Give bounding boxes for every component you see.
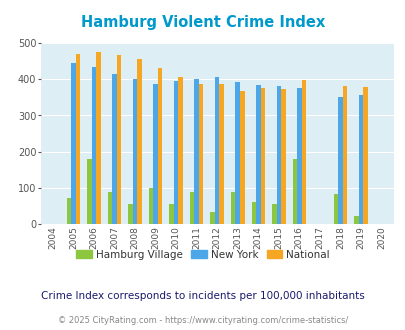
Bar (301, 80, 305, 224)
Bar (178, 77, 183, 224)
Bar (362, 87, 367, 224)
Bar (128, 204, 132, 224)
Bar (214, 77, 219, 224)
Bar (158, 68, 162, 224)
Bar (149, 188, 153, 224)
Bar (219, 84, 224, 224)
Bar (256, 85, 260, 224)
Bar (210, 212, 214, 224)
Bar (296, 87, 301, 224)
Bar (112, 74, 117, 224)
Bar (337, 97, 342, 224)
Bar (169, 204, 173, 224)
Bar (358, 95, 362, 224)
Bar (292, 159, 296, 224)
Bar (87, 159, 92, 224)
Bar (153, 84, 158, 224)
Bar (198, 84, 203, 224)
Bar (71, 63, 75, 224)
Bar (117, 55, 121, 224)
Bar (107, 192, 112, 224)
Legend: Hamburg Village, New York, National: Hamburg Village, New York, National (72, 246, 333, 264)
Bar (260, 88, 264, 224)
Bar (96, 52, 100, 224)
Bar (239, 91, 244, 224)
Bar (92, 67, 96, 224)
Text: Crime Index corresponds to incidents per 100,000 inhabitants: Crime Index corresponds to incidents per… (41, 291, 364, 301)
Bar (75, 54, 80, 224)
Bar (132, 79, 137, 224)
Text: Hamburg Violent Crime Index: Hamburg Violent Crime Index (81, 15, 324, 30)
Bar (271, 204, 276, 224)
Bar (173, 82, 178, 224)
Bar (353, 216, 358, 224)
Bar (251, 202, 256, 224)
Bar (137, 59, 141, 224)
Bar (190, 192, 194, 224)
Bar (66, 198, 71, 224)
Bar (342, 86, 346, 224)
Bar (280, 89, 285, 224)
Bar (333, 194, 337, 224)
Bar (235, 82, 239, 224)
Bar (276, 86, 280, 224)
Bar (194, 79, 198, 224)
Text: © 2025 CityRating.com - https://www.cityrating.com/crime-statistics/: © 2025 CityRating.com - https://www.city… (58, 316, 347, 325)
Bar (230, 192, 235, 224)
